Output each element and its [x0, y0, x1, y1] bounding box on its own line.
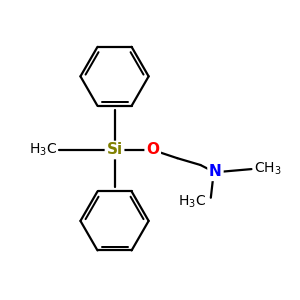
Text: O: O [146, 142, 159, 158]
Text: H$_3$C: H$_3$C [29, 142, 57, 158]
Text: N: N [209, 164, 222, 179]
Text: Si: Si [106, 142, 123, 158]
Text: H$_3$C: H$_3$C [178, 194, 206, 210]
Text: CH$_3$: CH$_3$ [254, 161, 281, 177]
